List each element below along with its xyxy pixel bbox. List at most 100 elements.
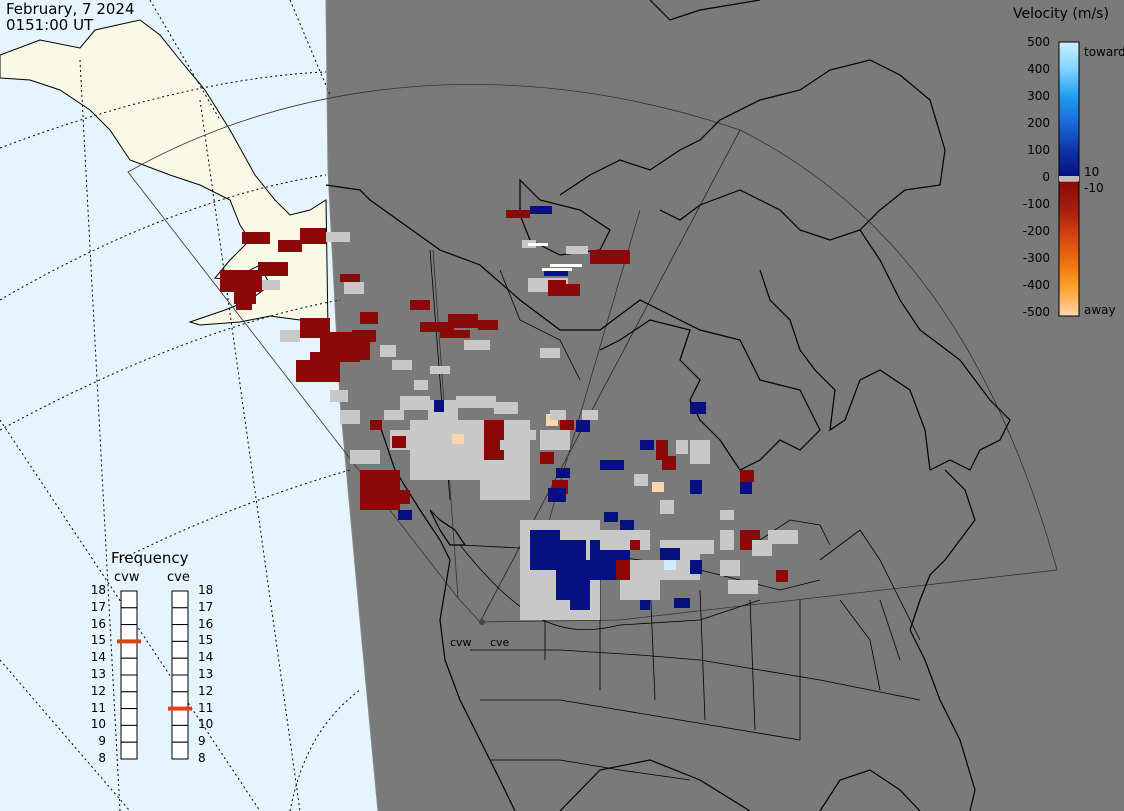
frequency-label-left: 16	[90, 616, 106, 631]
date-label: February, 7 2024	[6, 0, 135, 18]
velocity-cell	[352, 330, 376, 342]
graticule	[0, 0, 361, 811]
velocity-cell	[452, 434, 464, 444]
frequency-cell	[171, 657, 189, 676]
colorbar-tick-label: 100	[1027, 143, 1050, 157]
velocity-cell	[740, 470, 754, 482]
frequency-cell	[120, 607, 138, 626]
velocity-cell	[414, 380, 428, 390]
velocity-cell	[616, 560, 630, 580]
velocity-cell	[478, 320, 498, 330]
velocity-cell	[720, 560, 740, 576]
velocity-cell	[662, 456, 676, 470]
velocity-cell	[420, 322, 454, 332]
velocity-cell	[656, 440, 668, 460]
frequency-label-right: 17	[198, 599, 214, 614]
frequency-cell	[171, 691, 189, 710]
velocity-cell	[500, 440, 516, 450]
velocity-cell	[350, 450, 380, 464]
velocity-cell	[300, 228, 326, 244]
velocity-cell	[556, 284, 580, 296]
velocity-cell	[720, 530, 734, 550]
velocity-cell	[674, 598, 690, 608]
velocity-cell	[310, 352, 340, 382]
frequency-radar-cve-label: cve	[167, 570, 190, 585]
colorbar-tick-label: -300	[1022, 251, 1050, 265]
velocity-cell	[664, 560, 676, 570]
frequency-cell	[171, 708, 189, 726]
velocity-cell	[690, 440, 710, 464]
velocity-cell	[740, 480, 752, 494]
frequency-label-right: 15	[198, 633, 214, 648]
velocity-cell	[340, 340, 370, 360]
radar-site-cvw-marker	[479, 619, 485, 625]
frequency-label-right: 10	[198, 717, 214, 732]
velocity-cell	[590, 250, 630, 264]
time-label: 0151:00 UT	[6, 16, 94, 34]
frequency-label-left: 12	[90, 683, 106, 698]
velocity-cell	[410, 420, 480, 480]
velocity-cell	[542, 268, 572, 271]
velocity-cell	[242, 232, 270, 244]
velocity-cell	[392, 436, 406, 448]
velocity-cell	[484, 420, 504, 460]
frequency-cell	[171, 590, 189, 609]
velocity-cell	[530, 206, 552, 214]
colorbar-tick-label: 500	[1027, 35, 1050, 49]
velocity-cell	[448, 314, 478, 328]
velocity-cell	[380, 345, 396, 357]
velocity-cell	[660, 548, 680, 560]
colorbar-tick-label: 300	[1027, 89, 1050, 103]
velocity-cell	[620, 520, 634, 530]
velocity-cell	[700, 540, 714, 554]
site-label-cve: cve	[490, 636, 510, 649]
colorbar-tick-label: 200	[1027, 116, 1050, 130]
dayside-ocean	[0, 0, 378, 811]
velocity-cells	[220, 206, 798, 620]
velocity-cell	[540, 452, 554, 464]
velocity-cell	[576, 420, 590, 432]
frequency-label-right: 13	[198, 667, 214, 681]
velocity-cell	[456, 396, 496, 408]
velocity-cell	[728, 580, 758, 594]
velocity-cell	[690, 560, 702, 574]
coastlines	[325, 0, 1011, 811]
frequency-cell	[171, 724, 189, 743]
frequency-cell	[120, 724, 138, 743]
velocity-cell	[548, 488, 566, 502]
colorbar-away-label: away	[1084, 303, 1116, 317]
velocity-cell	[326, 232, 350, 242]
colorbar-ground-scatter-band	[1059, 176, 1079, 181]
velocity-cell	[768, 530, 798, 544]
velocity-cell	[520, 430, 536, 440]
velocity-cell	[540, 430, 570, 450]
frequency-cell	[171, 624, 189, 642]
velocity-cell	[236, 300, 252, 310]
velocity-cell	[280, 330, 300, 342]
velocity-cell	[340, 410, 360, 424]
velocity-cell	[690, 402, 706, 414]
frequency-cell	[171, 741, 189, 760]
frequency-marker	[117, 639, 141, 644]
velocity-cell	[556, 468, 570, 478]
alaska-land	[0, 19, 329, 331]
velocity-cell	[776, 570, 788, 582]
frequency-label-left: 9	[98, 734, 106, 749]
velocity-cell	[400, 396, 430, 410]
frequency-label-left: 15	[90, 633, 106, 648]
frequency-cell	[120, 708, 138, 726]
frequency-cell	[171, 640, 189, 659]
frequency-label-right: 9	[198, 734, 206, 749]
frequency-marker	[168, 706, 192, 711]
colorbar-tick-label: -500	[1022, 305, 1050, 319]
frequency-label-left: 13	[90, 667, 106, 681]
radar-sites	[479, 619, 485, 625]
colorbar-title: Velocity (m/s)	[1013, 6, 1109, 22]
velocity-cell	[566, 246, 588, 254]
velocity-cell	[344, 282, 364, 294]
frequency-label-left: 17	[90, 599, 106, 614]
frequency-label-left: 11	[90, 700, 106, 715]
velocity-cell	[652, 482, 664, 492]
